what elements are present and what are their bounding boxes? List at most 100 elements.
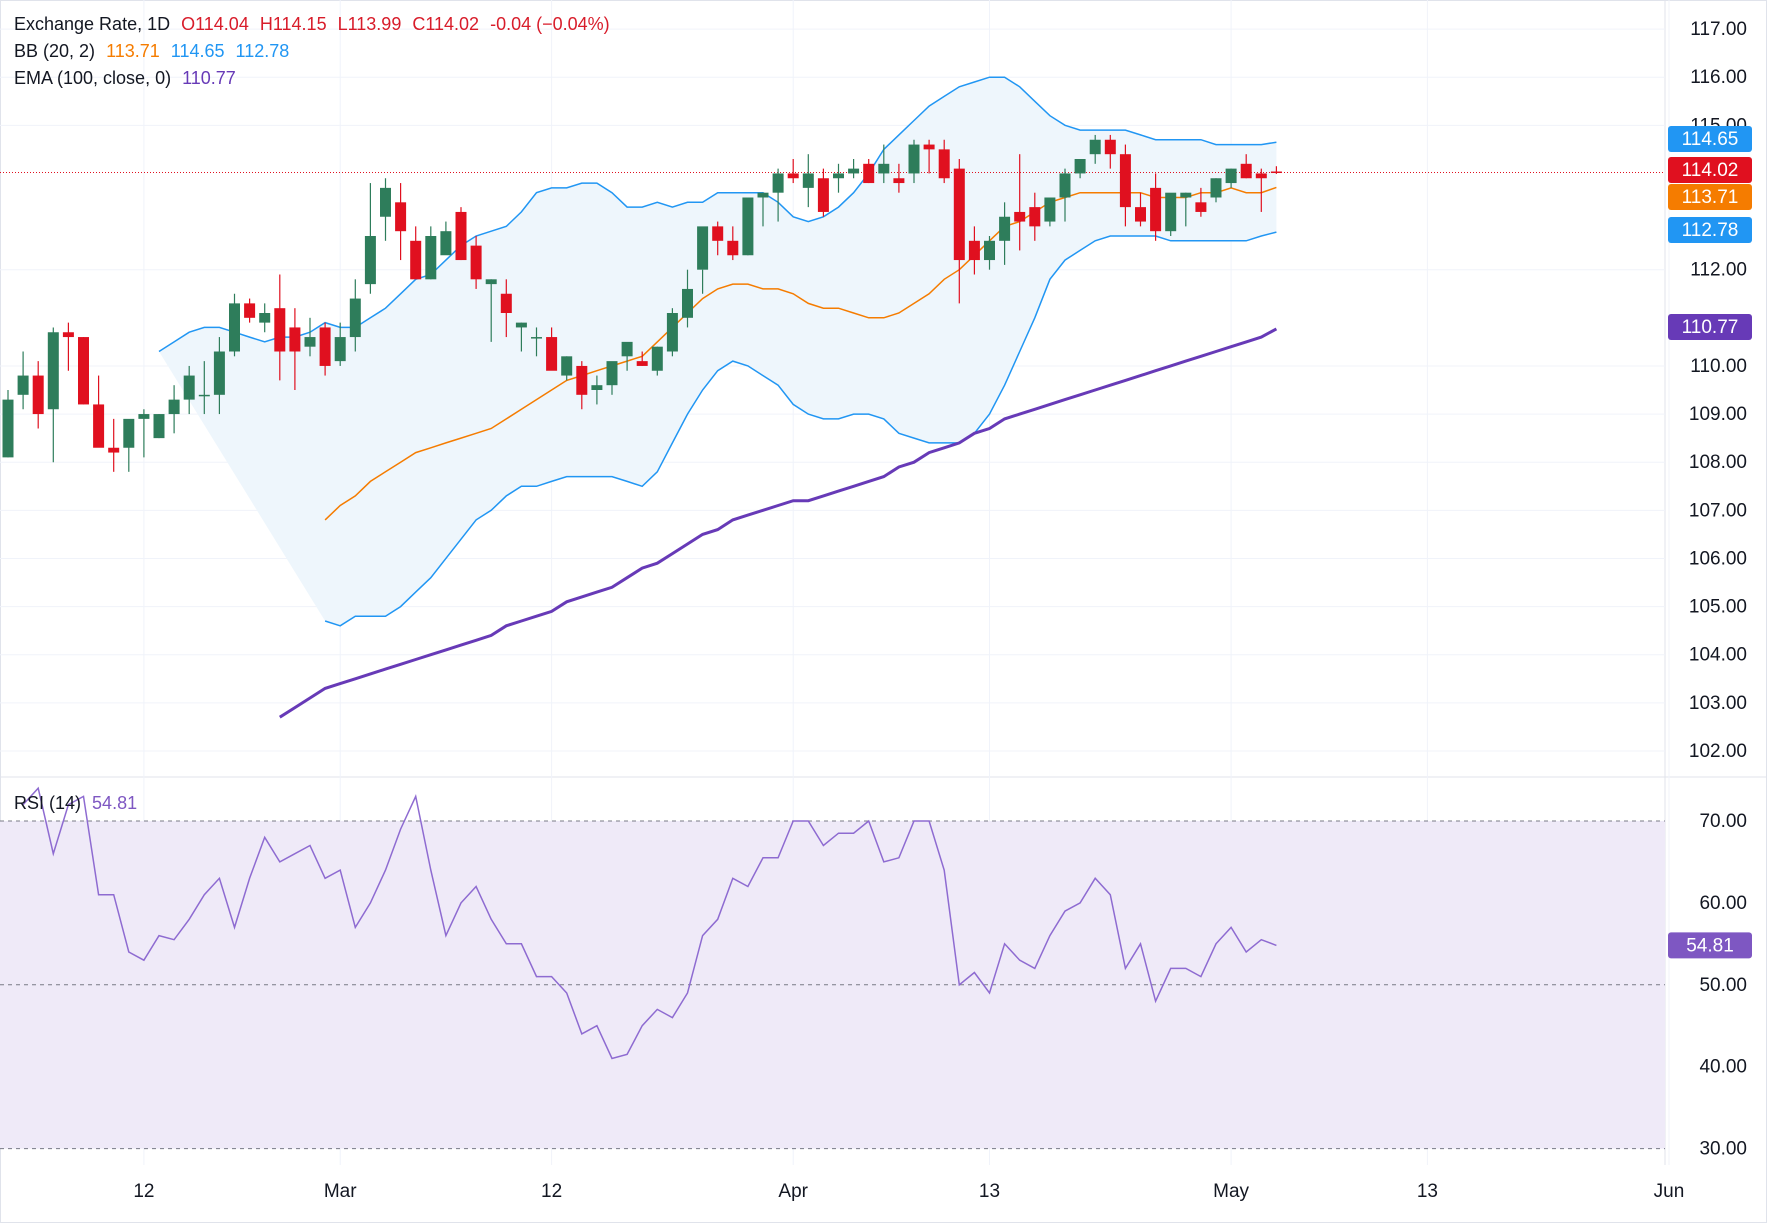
- bb-upper-line: [158, 76, 1277, 353]
- ema-value: 110.77: [182, 68, 236, 88]
- candle-body: [304, 337, 316, 347]
- price-badge: [1668, 314, 1752, 340]
- candle-body: [455, 211, 467, 261]
- rsi-value: 54.81: [92, 793, 138, 813]
- time-tick-label: 13: [979, 1181, 1000, 1202]
- low-value: L113.99: [337, 14, 402, 34]
- candle-body: [380, 187, 391, 217]
- candle-body: [229, 303, 240, 352]
- candle-body: [395, 202, 407, 232]
- candle-body: [244, 303, 256, 318]
- candle-body: [153, 414, 165, 439]
- candle-body: [546, 337, 558, 371]
- candle-body: [485, 279, 497, 285]
- candle-body: [259, 313, 271, 323]
- candle-body: [1135, 207, 1146, 222]
- candle-body: [410, 240, 422, 280]
- candles-group: [2, 134, 1282, 472]
- candle-body: [1195, 202, 1207, 212]
- candle-body: [938, 149, 950, 179]
- candle-body: [561, 356, 573, 376]
- bb-lower-value: 112.78: [235, 41, 290, 61]
- candle-body: [742, 197, 754, 256]
- rsi-tick-label: 60.00: [1699, 893, 1747, 914]
- bb-basis-value: 113.71: [106, 41, 160, 61]
- candle-body: [576, 365, 588, 395]
- price-tick-label: 116.00: [1690, 67, 1747, 88]
- candle-body: [364, 236, 376, 285]
- price-tick-label: 112.00: [1690, 260, 1747, 281]
- candle-body: [817, 178, 829, 212]
- high-value: H114.15: [259, 14, 327, 34]
- price-tick-label: 105.00: [1689, 597, 1747, 618]
- candle-body: [319, 327, 331, 366]
- price-tick-label: 102.00: [1689, 741, 1747, 762]
- candle-body: [757, 192, 769, 198]
- candle-body: [213, 351, 225, 395]
- price-badge-label: 114.02: [1682, 160, 1739, 181]
- candle-body: [1029, 207, 1041, 227]
- ema-legend: EMA (100, close, 0) 110.77: [14, 68, 242, 89]
- bb-basis-line: [324, 186, 1277, 521]
- candle-body: [1059, 173, 1071, 198]
- price-badge-label: 110.77: [1682, 317, 1739, 338]
- bb-legend: BB (20, 2) 113.71 114.65 112.78: [14, 41, 295, 62]
- time-tick-label: 13: [1417, 1181, 1438, 1202]
- candle-body: [923, 144, 935, 150]
- candle-body: [863, 163, 875, 184]
- candle-body: [198, 394, 210, 397]
- candle-body: [999, 216, 1011, 241]
- candle-body: [1210, 178, 1222, 198]
- candle-body: [984, 240, 995, 261]
- candle-body: [1240, 163, 1252, 179]
- rsi-line: [22, 786, 1277, 1060]
- candle-body: [727, 240, 739, 256]
- bb-upper-value: 114.65: [170, 41, 225, 61]
- candle-body: [1180, 192, 1192, 198]
- candle-body: [62, 332, 74, 338]
- candle-body: [697, 226, 709, 270]
- price-tick-label: 110.00: [1690, 356, 1747, 377]
- time-tick-label: May: [1213, 1181, 1249, 1202]
- candle-body: [878, 163, 890, 174]
- candle-body: [893, 178, 905, 184]
- candle-body: [787, 173, 799, 179]
- candle-body: [968, 240, 980, 261]
- price-badge-label: 112.78: [1682, 220, 1739, 241]
- rsi-tick-label: 50.00: [1699, 975, 1747, 996]
- candle-body: [606, 361, 618, 386]
- time-tick-label: 12: [541, 1181, 562, 1202]
- time-tick-label: Mar: [324, 1181, 357, 1202]
- open-value: O114.04: [181, 14, 249, 34]
- candle-body: [1104, 139, 1116, 155]
- candle-body: [636, 361, 648, 366]
- candle-body: [712, 226, 724, 241]
- candle-body: [1150, 187, 1162, 232]
- rsi-legend: RSI (14) 54.81: [14, 793, 143, 814]
- candle-body: [1165, 192, 1177, 232]
- change-value: -0.04 (−0.04%): [490, 14, 610, 34]
- bb-label: BB (20, 2): [14, 41, 96, 61]
- candle-body: [78, 337, 89, 405]
- candle-body: [168, 399, 180, 415]
- ohlc-legend: Exchange Rate, 1D O114.04 H114.15 L113.9…: [14, 14, 616, 35]
- candle-body: [621, 341, 633, 357]
- candle-body: [334, 337, 346, 362]
- candle-body: [1119, 154, 1131, 208]
- candle-body: [138, 414, 150, 419]
- time-tick-label: Jun: [1654, 1181, 1685, 1202]
- candle-body: [908, 144, 920, 174]
- candle-body: [1225, 168, 1237, 184]
- candle-body: [425, 236, 437, 280]
- bb-lower-line: [324, 231, 1277, 627]
- candle-body: [500, 293, 512, 313]
- price-badge: [1668, 184, 1752, 210]
- ema-label: EMA (100, close, 0): [14, 68, 172, 88]
- candle-body: [93, 404, 105, 448]
- candle-body: [953, 168, 965, 261]
- candle-body: [1044, 197, 1056, 222]
- candle-body: [1014, 211, 1026, 222]
- candle-body: [349, 298, 361, 338]
- price-tick-label: 103.00: [1689, 693, 1747, 714]
